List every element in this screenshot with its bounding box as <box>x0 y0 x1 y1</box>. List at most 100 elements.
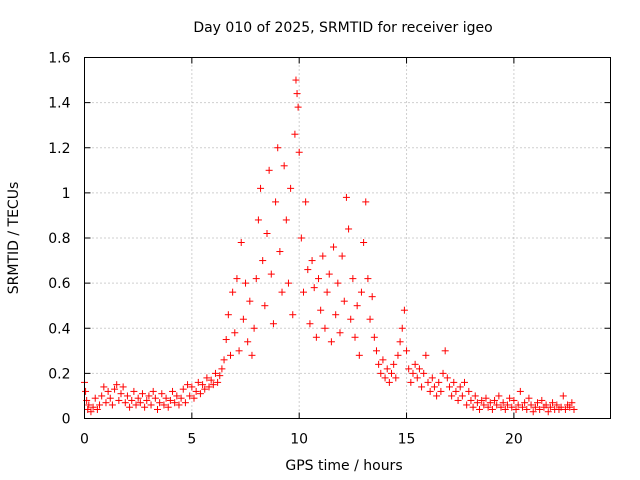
data-point <box>126 403 134 411</box>
data-point <box>398 324 406 332</box>
data-point <box>278 288 286 296</box>
data-point <box>458 392 466 400</box>
data-point <box>534 399 542 407</box>
data-points <box>81 76 578 416</box>
data-point <box>319 252 327 260</box>
data-point <box>439 369 447 377</box>
data-point <box>158 390 166 398</box>
x-tick-label: 15 <box>398 432 416 448</box>
data-point <box>119 383 127 391</box>
data-point <box>181 399 189 407</box>
data-point <box>297 234 305 242</box>
data-point <box>293 90 301 98</box>
data-point <box>553 401 561 409</box>
data-point <box>409 369 417 377</box>
data-point <box>224 311 232 319</box>
data-point <box>211 369 219 377</box>
data-point <box>263 229 271 237</box>
data-point <box>471 392 479 400</box>
data-point <box>544 408 552 416</box>
data-point <box>482 394 490 402</box>
data-point <box>506 394 514 402</box>
data-point <box>292 76 300 84</box>
data-point <box>394 351 402 359</box>
data-point <box>443 374 451 382</box>
data-point <box>220 356 228 364</box>
data-point <box>96 401 104 409</box>
data-point <box>248 351 256 359</box>
data-point <box>199 381 207 389</box>
data-point <box>138 390 146 398</box>
data-point <box>452 387 460 395</box>
data-point <box>282 216 290 224</box>
data-point <box>340 297 348 305</box>
data-point <box>413 374 421 382</box>
data-point <box>207 376 215 384</box>
data-point <box>538 396 546 404</box>
data-point <box>130 387 138 395</box>
data-point <box>171 399 179 407</box>
y-tick-label: 1.6 <box>48 51 70 67</box>
data-point <box>330 243 338 251</box>
data-point <box>488 405 496 413</box>
data-point <box>214 378 222 386</box>
data-point <box>274 144 282 152</box>
data-point <box>514 401 522 409</box>
data-point <box>561 405 569 413</box>
data-point <box>233 275 241 283</box>
data-point <box>250 324 258 332</box>
data-point <box>531 403 539 411</box>
data-point <box>349 275 357 283</box>
data-point <box>173 392 181 400</box>
y-tick-label: 0.6 <box>48 276 70 292</box>
data-point <box>257 184 265 192</box>
data-point <box>559 392 567 400</box>
data-point <box>194 378 202 386</box>
data-point <box>184 381 192 389</box>
data-point <box>315 275 323 283</box>
data-point <box>345 225 353 233</box>
data-point <box>98 392 106 400</box>
data-point <box>304 266 312 274</box>
data-point <box>392 374 400 382</box>
data-point <box>334 279 342 287</box>
data-point <box>381 374 389 382</box>
data-point <box>111 385 119 393</box>
data-point <box>518 403 526 411</box>
data-point <box>179 385 187 393</box>
data-point <box>473 399 481 407</box>
data-point <box>357 288 365 296</box>
data-point <box>415 365 423 373</box>
data-point <box>145 392 153 400</box>
data-point <box>134 394 142 402</box>
y-tick-label: 1.4 <box>48 96 70 112</box>
x-tick-label: 5 <box>187 432 196 448</box>
data-point <box>355 351 363 359</box>
data-point <box>104 387 112 395</box>
data-point <box>405 365 413 373</box>
x-axis-label: GPS time / hours <box>285 458 402 474</box>
data-point <box>312 333 320 341</box>
data-point <box>546 403 554 411</box>
data-point <box>450 378 458 386</box>
data-point <box>437 387 445 395</box>
data-point <box>536 405 544 413</box>
data-point <box>242 279 250 287</box>
y-tick-label: 1.2 <box>48 141 70 157</box>
data-point <box>503 401 511 409</box>
data-point <box>484 403 492 411</box>
data-point <box>289 311 297 319</box>
data-point <box>325 270 333 278</box>
data-point <box>510 396 518 404</box>
data-point <box>246 297 254 305</box>
data-point <box>252 275 260 283</box>
data-point <box>372 347 380 355</box>
data-point <box>327 338 335 346</box>
data-point <box>433 392 441 400</box>
data-point <box>143 396 151 404</box>
data-point <box>360 239 368 247</box>
data-point <box>430 383 438 391</box>
data-point <box>493 401 501 409</box>
data-point <box>469 403 477 411</box>
data-point <box>287 184 295 192</box>
